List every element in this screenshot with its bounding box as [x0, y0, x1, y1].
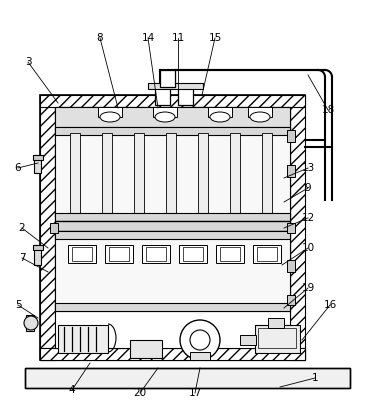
Bar: [55, 107, 290, 348]
Text: 1: 1: [312, 373, 318, 383]
Bar: [40, 348, 305, 360]
Bar: [179, 245, 207, 263]
Text: 19: 19: [301, 283, 315, 293]
Bar: [220, 247, 240, 261]
Text: 9: 9: [305, 183, 311, 193]
Bar: [58, 325, 108, 353]
Bar: [255, 325, 300, 353]
Text: 8: 8: [97, 33, 103, 43]
Bar: [153, 107, 177, 117]
Ellipse shape: [155, 112, 175, 122]
Ellipse shape: [250, 112, 270, 122]
Bar: [287, 130, 295, 142]
Bar: [34, 155, 41, 173]
Bar: [72, 247, 92, 261]
Bar: [287, 223, 295, 233]
Text: 15: 15: [209, 33, 221, 43]
Bar: [68, 245, 96, 263]
Bar: [290, 95, 305, 360]
Bar: [109, 247, 129, 261]
Bar: [190, 352, 210, 360]
Bar: [166, 133, 176, 213]
Bar: [50, 223, 58, 233]
Bar: [55, 231, 290, 239]
Bar: [287, 165, 295, 177]
Bar: [216, 245, 244, 263]
Text: 3: 3: [25, 57, 31, 67]
Text: 20: 20: [134, 388, 147, 398]
Bar: [33, 155, 43, 160]
Bar: [268, 318, 284, 328]
Bar: [155, 85, 170, 105]
Bar: [262, 133, 272, 213]
Bar: [55, 107, 290, 127]
Text: 4: 4: [69, 385, 75, 395]
Bar: [178, 85, 193, 105]
Text: 12: 12: [301, 213, 315, 223]
Bar: [33, 245, 43, 250]
Bar: [55, 127, 290, 135]
Bar: [26, 315, 34, 331]
Bar: [287, 295, 295, 305]
Bar: [130, 340, 162, 358]
Bar: [257, 247, 277, 261]
Bar: [98, 107, 122, 117]
Bar: [160, 70, 175, 87]
Text: 7: 7: [19, 253, 25, 263]
Bar: [34, 245, 41, 265]
Bar: [40, 95, 55, 360]
Text: 18: 18: [321, 105, 335, 115]
Text: 2: 2: [19, 223, 25, 233]
Bar: [183, 247, 203, 261]
Bar: [230, 133, 240, 213]
Bar: [40, 348, 305, 360]
Text: 16: 16: [324, 300, 336, 310]
Circle shape: [180, 320, 220, 360]
Text: 14: 14: [141, 33, 155, 43]
Bar: [287, 260, 295, 272]
Bar: [146, 247, 166, 261]
Bar: [240, 335, 256, 345]
Bar: [40, 95, 305, 360]
Bar: [55, 303, 290, 311]
Circle shape: [24, 316, 38, 330]
Bar: [208, 107, 232, 117]
Text: 13: 13: [301, 163, 315, 173]
Bar: [55, 127, 290, 217]
Bar: [248, 107, 272, 117]
Bar: [105, 245, 133, 263]
Ellipse shape: [100, 112, 120, 122]
Text: 10: 10: [301, 243, 315, 253]
Bar: [258, 328, 296, 348]
Bar: [142, 245, 170, 263]
Bar: [198, 133, 208, 213]
Bar: [25, 368, 350, 388]
Bar: [55, 221, 290, 231]
Text: 17: 17: [188, 388, 201, 398]
Bar: [253, 245, 281, 263]
Bar: [134, 133, 144, 213]
Text: 6: 6: [15, 163, 21, 173]
Bar: [25, 368, 350, 388]
Bar: [102, 133, 112, 213]
Bar: [55, 213, 290, 221]
Text: 11: 11: [171, 33, 185, 43]
Bar: [40, 95, 305, 107]
Bar: [70, 133, 80, 213]
Text: 5: 5: [15, 300, 21, 310]
Ellipse shape: [210, 112, 230, 122]
Bar: [148, 83, 203, 89]
Bar: [55, 231, 290, 311]
